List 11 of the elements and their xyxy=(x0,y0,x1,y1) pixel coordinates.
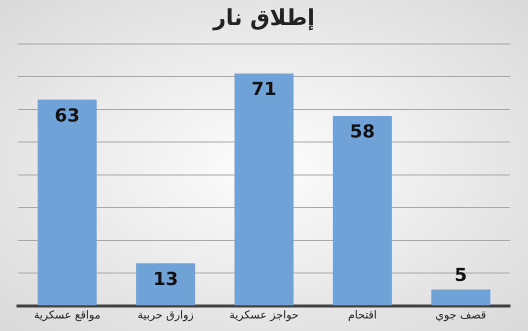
chart-title: إطلاق نار xyxy=(211,6,316,31)
data-label: 58 xyxy=(350,122,375,143)
data-label: 5 xyxy=(454,265,468,286)
x-tick-label: حواجز عسكرية xyxy=(229,308,299,322)
data-label: 63 xyxy=(54,105,80,126)
x-tick-label: زوارق حربية xyxy=(138,308,194,322)
x-tick-label: اقتحام xyxy=(348,308,377,322)
x-tick-label: مواقع عسكرية xyxy=(34,308,101,322)
data-label: 13 xyxy=(153,268,178,290)
x-tick-label: قصف جوي xyxy=(435,308,486,322)
data-label: 71 xyxy=(251,79,277,100)
